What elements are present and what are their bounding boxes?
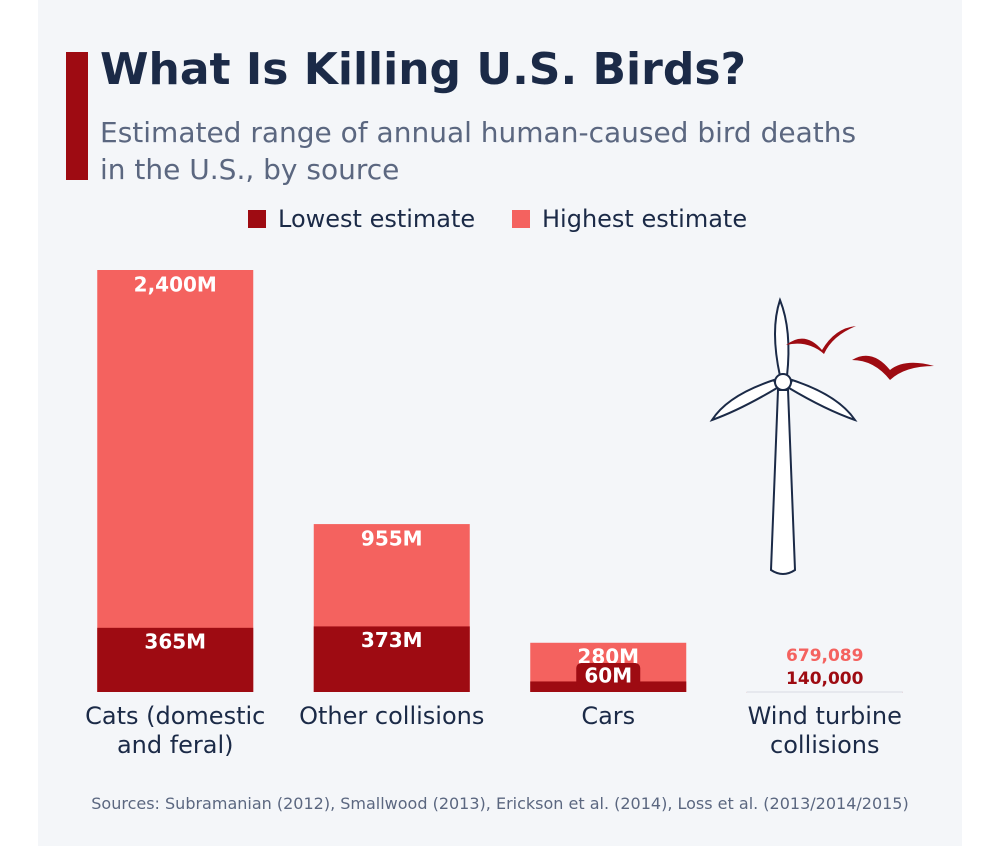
- chart-title: What Is Killing U.S. Birds?: [100, 44, 747, 95]
- legend-swatch: [512, 210, 530, 228]
- value-label: 373M: [361, 628, 423, 652]
- value-label: 60M: [584, 664, 632, 688]
- x-tick-label: Cats (domestic and feral): [85, 702, 266, 759]
- legend-label: Lowest estimate: [278, 205, 475, 233]
- bar: [313, 626, 470, 692]
- bar: [97, 270, 254, 692]
- bird-icon: [786, 326, 856, 354]
- legend-label: Highest estimate: [542, 205, 747, 233]
- accent-bar: [66, 52, 88, 180]
- chart-subtitle: Estimated range of annual human-caused b…: [100, 116, 857, 186]
- x-tick-label: Cars: [581, 702, 636, 730]
- legend-swatch: [248, 210, 266, 228]
- value-label: 365M: [144, 629, 206, 653]
- turbine-icon: [709, 297, 858, 575]
- label-box: [576, 663, 641, 689]
- x-tick-label: Wind turbine collisions: [747, 702, 902, 759]
- value-label: 2,400M: [134, 273, 217, 297]
- value-label: 140,000: [786, 669, 864, 689]
- value-label: 679,089: [786, 646, 863, 666]
- value-label: 955M: [361, 527, 423, 551]
- x-tick-label: Other collisions: [299, 702, 485, 730]
- bird-icon: [852, 355, 934, 380]
- source-note: Sources: Subramanian (2012), Smallwood (…: [91, 794, 909, 813]
- bar: [97, 627, 254, 692]
